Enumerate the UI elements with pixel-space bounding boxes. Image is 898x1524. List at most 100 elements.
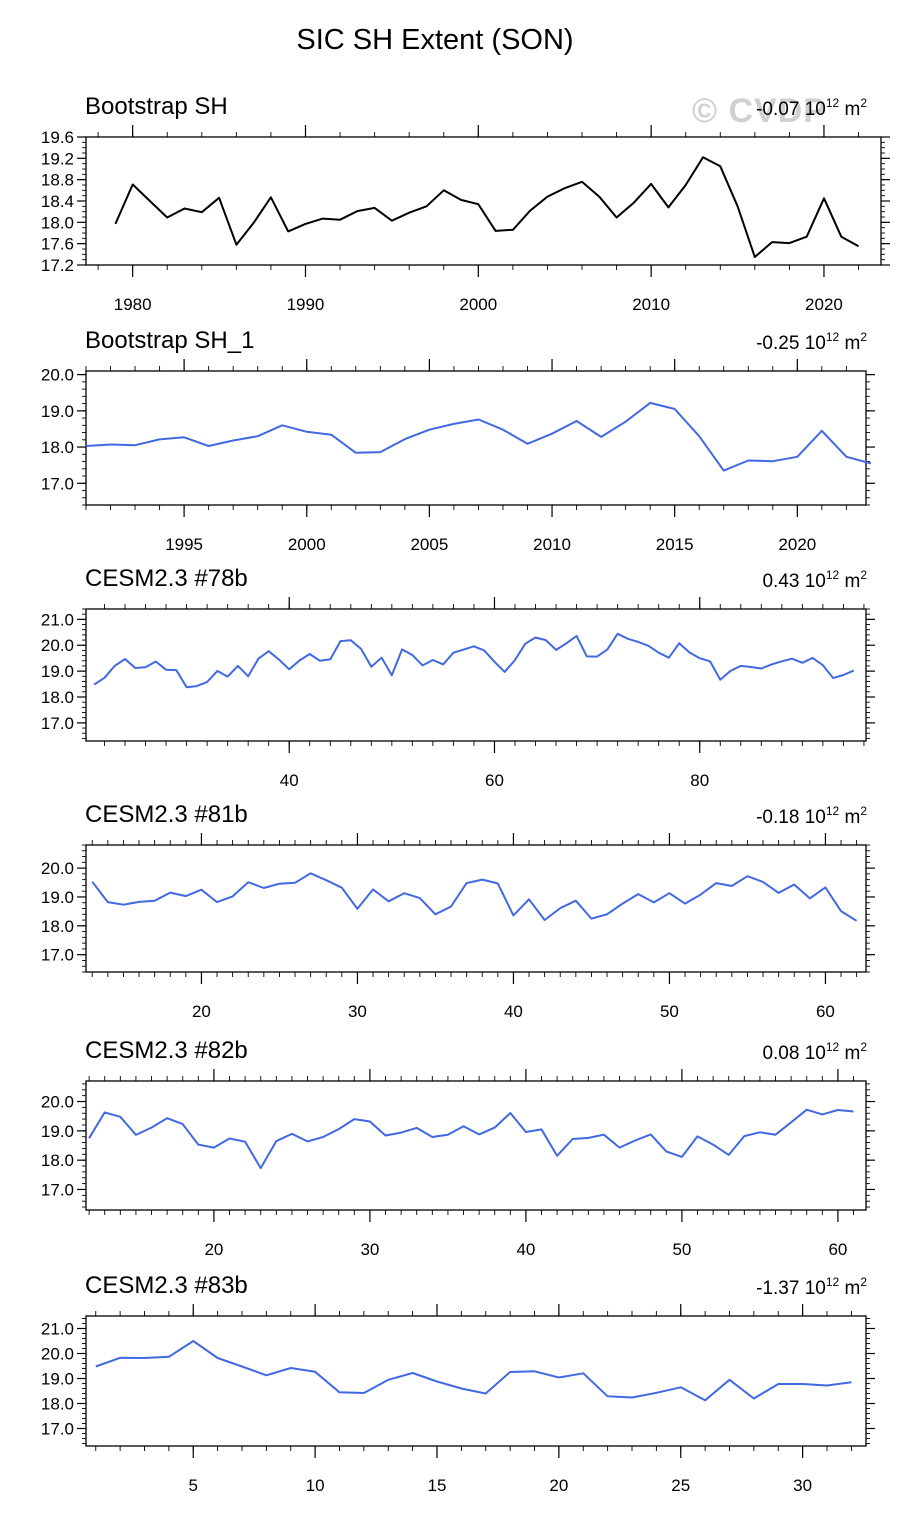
trend-exponent: 12 xyxy=(826,804,840,818)
trend-unit: m xyxy=(839,333,860,354)
panel-3: CESM2.3 #78b 0.43 1012 m2 17.0 18.0 19.0 20.0… xyxy=(41,565,875,790)
trend-value: -0.18 10 xyxy=(756,807,826,828)
trend-label: -0.18 1012 m2 xyxy=(756,804,867,828)
panel-title: CESM2.3 #83b xyxy=(85,1272,248,1299)
y-tick-label: 18.0 xyxy=(41,917,74,936)
x-tick-label: 1980 xyxy=(114,295,152,314)
trend-unit-exponent: 2 xyxy=(860,1040,867,1054)
trend-exponent: 12 xyxy=(826,1275,840,1289)
panel-4: CESM2.3 #81b -0.18 1012 m2 17.0 18.0 19.0 20.… xyxy=(41,801,875,1021)
panel-2: Bootstrap SH_1 -0.25 1012 m2 17.0 18.0 19.0 2… xyxy=(41,327,875,554)
y-tick-label: 19.0 xyxy=(41,888,74,907)
x-tick-label: 25 xyxy=(671,1476,690,1495)
y-tick-label: 17.0 xyxy=(41,946,74,965)
trend-unit-exponent: 2 xyxy=(860,568,867,582)
y-tick-label: 17.0 xyxy=(41,1180,74,1199)
trend-unit: m xyxy=(839,1278,860,1299)
x-tick-label: 80 xyxy=(690,771,709,790)
trend-unit: m xyxy=(839,571,860,592)
x-tick-label: 5 xyxy=(189,1476,198,1495)
x-tick-label: 20 xyxy=(204,1240,223,1259)
trend-unit: m xyxy=(839,807,860,828)
trend-value: 0.43 10 xyxy=(762,571,825,592)
x-tick-label: 60 xyxy=(828,1240,847,1259)
series-line xyxy=(93,632,855,689)
y-tick-label: 21.0 xyxy=(41,1320,74,1339)
series-line xyxy=(91,872,858,922)
y-tick-label: 17.0 xyxy=(41,1420,74,1439)
x-tick-label: 2020 xyxy=(778,535,816,554)
panel-title: CESM2.3 #82b xyxy=(85,1037,248,1064)
x-tick-label: 30 xyxy=(793,1476,812,1495)
y-tick-label: 19.0 xyxy=(41,402,74,421)
series-line xyxy=(95,1340,852,1402)
y-tick-label: 18.0 xyxy=(41,438,74,457)
trend-exponent: 12 xyxy=(826,330,840,344)
x-tick-label: 2000 xyxy=(459,295,497,314)
plot-frame xyxy=(85,608,867,742)
plot-frame xyxy=(85,1080,867,1211)
trend-exponent: 12 xyxy=(826,1040,840,1054)
trend-unit: m xyxy=(839,1043,860,1064)
x-tick-label: 2005 xyxy=(410,535,448,554)
x-tick-label: 40 xyxy=(504,1002,523,1021)
y-tick-label: 20.0 xyxy=(41,1345,74,1364)
x-tick-label: 1990 xyxy=(287,295,325,314)
y-tick-label: 20.0 xyxy=(41,859,74,878)
trend-label: -0.25 1012 m2 xyxy=(756,330,867,354)
trend-label: -1.37 1012 m2 xyxy=(756,1275,867,1299)
y-tick-label: 17.0 xyxy=(41,714,74,733)
series-line xyxy=(85,401,872,472)
y-tick-label: 19.6 xyxy=(41,128,74,147)
x-tick-label: 1995 xyxy=(165,535,203,554)
x-tick-label: 2000 xyxy=(288,535,326,554)
series-line xyxy=(114,156,859,258)
panel-title: CESM2.3 #78b xyxy=(85,565,248,592)
panel-title: CESM2.3 #81b xyxy=(85,801,248,828)
trend-value: 0.08 10 xyxy=(762,1043,825,1064)
y-tick-label: 17.2 xyxy=(41,256,74,275)
y-tick-label: 17.6 xyxy=(41,235,74,254)
trend-unit-exponent: 2 xyxy=(860,330,867,344)
x-tick-label: 10 xyxy=(306,1476,325,1495)
y-tick-label: 19.2 xyxy=(41,149,74,168)
y-tick-label: 18.0 xyxy=(41,688,74,707)
x-tick-label: 50 xyxy=(660,1002,679,1021)
panel-1: Bootstrap SH -0.07 1012 m2 17.2 17.6 18.0 18.… xyxy=(41,93,890,314)
watermark: © CVDP xyxy=(692,92,827,130)
x-tick-label: 40 xyxy=(516,1240,535,1259)
plot-frame xyxy=(85,370,867,506)
y-tick-label: 21.0 xyxy=(41,610,74,629)
y-tick-label: 20.0 xyxy=(41,366,74,385)
trend-value: -0.25 10 xyxy=(756,333,826,354)
figure-title: SIC SH Extent (SON) xyxy=(296,24,574,56)
x-tick-label: 60 xyxy=(816,1002,835,1021)
panel-5: CESM2.3 #82b 0.08 1012 m217.018.019.020.0… xyxy=(41,1037,875,1259)
x-tick-label: 40 xyxy=(280,771,299,790)
trend-unit-exponent: 2 xyxy=(860,1275,867,1289)
plot-frame xyxy=(85,844,867,973)
plot-frame xyxy=(85,1315,867,1447)
x-tick-label: 30 xyxy=(348,1002,367,1021)
y-tick-label: 20.0 xyxy=(41,1093,74,1112)
trend-value: -0.07 10 xyxy=(756,99,826,120)
trend-label: 0.43 1012 m2 xyxy=(762,568,867,592)
x-tick-label: 60 xyxy=(485,771,504,790)
trend-exponent: 12 xyxy=(826,96,840,110)
panel-6: CESM2.3 #83b -1.37 1012 m2 17.0 18.0 19.0 20.… xyxy=(41,1272,875,1495)
y-tick-label: 18.8 xyxy=(41,171,74,190)
y-tick-label: 19.0 xyxy=(41,1122,74,1141)
series-line xyxy=(88,1108,854,1170)
y-tick-label: 18.0 xyxy=(41,213,74,232)
y-tick-label: 18.0 xyxy=(41,1151,74,1170)
trend-label: 0.08 1012 m2 xyxy=(762,1040,867,1064)
trend-unit-exponent: 2 xyxy=(860,96,867,110)
x-tick-label: 2010 xyxy=(632,295,670,314)
y-tick-label: 17.0 xyxy=(41,474,74,493)
x-tick-label: 2015 xyxy=(656,535,694,554)
y-tick-label: 19.0 xyxy=(41,1370,74,1389)
x-tick-label: 50 xyxy=(672,1240,691,1259)
x-tick-label: 2010 xyxy=(533,535,571,554)
y-tick-label: 19.0 xyxy=(41,662,74,681)
